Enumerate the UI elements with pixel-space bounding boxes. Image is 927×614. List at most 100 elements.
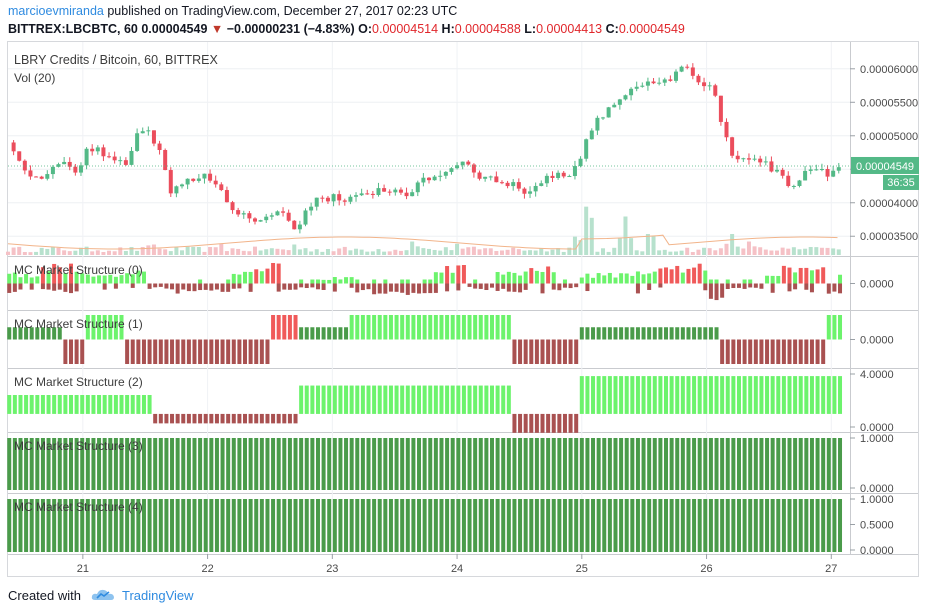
indicator-bar (821, 438, 826, 490)
symbol-label: BITTREX:LBCBTC, 60 (8, 22, 138, 36)
indicator-bar (360, 315, 365, 340)
candle (365, 193, 370, 195)
indicator-bar (714, 283, 719, 301)
volume-bar (247, 251, 252, 255)
indicator-bar (377, 438, 382, 490)
volume-bar (808, 246, 813, 255)
volume-bar (331, 251, 336, 255)
indicator-bar (697, 327, 702, 340)
indicator-bar (664, 327, 669, 340)
volume-bar (443, 247, 448, 255)
volume-bar (84, 246, 89, 255)
volume-bar (6, 251, 10, 255)
indicator-bar (271, 413, 276, 424)
indicator-bar (652, 271, 657, 284)
indicator-bar (619, 499, 624, 552)
indicator-bar (108, 395, 113, 414)
tradingview-cloud-icon (91, 588, 115, 605)
indicator-bar (405, 315, 410, 340)
indicator-bar (703, 270, 708, 284)
volume-bar (775, 250, 780, 255)
candle (84, 148, 89, 166)
indicator-bar (158, 339, 163, 364)
indicator-bar (725, 283, 730, 290)
candle (724, 121, 729, 138)
volume-bar (230, 248, 235, 255)
low-label: L: (524, 22, 537, 36)
indicator-bar (417, 438, 422, 490)
chart-canvas[interactable]: 0.000060000.000055000.000050000.00004500… (0, 40, 927, 578)
indicator-bar (686, 268, 691, 284)
indicator-bar (568, 339, 573, 364)
indicator-bar (439, 385, 444, 414)
indicator-bar (781, 265, 786, 284)
indicator-bar (607, 499, 612, 552)
candle (460, 161, 465, 166)
indicator-bar (209, 413, 214, 424)
indicator-bar (113, 283, 118, 289)
indicator-bar (461, 499, 466, 552)
author-link[interactable]: marcioevmiranda (8, 4, 104, 18)
indicator-bar (680, 272, 685, 284)
indicator-bar (203, 283, 208, 290)
indicator-bar (484, 283, 489, 291)
indicator-bar (321, 279, 326, 284)
indicator-bar (506, 283, 511, 292)
indicator-bar (596, 499, 601, 552)
volume-bar (258, 250, 263, 255)
indicator-bar (400, 315, 405, 340)
volume-bar (713, 250, 718, 255)
indicator-bar (484, 438, 489, 490)
indicator-bar (388, 499, 393, 552)
indicator-bar (170, 283, 175, 290)
indicator-bar (136, 395, 141, 414)
indicator-bar (68, 283, 73, 294)
indicator-bar (826, 283, 831, 294)
indicator-bar (203, 413, 208, 424)
indicator-bar (731, 376, 736, 414)
indicator-bar (546, 438, 551, 490)
volume-bar (157, 248, 162, 255)
indicator-bar (759, 438, 764, 490)
indicator-bar (153, 438, 158, 490)
volume-bar (191, 246, 196, 255)
indicator-bar (147, 499, 152, 552)
indicator-bar (125, 438, 130, 490)
indicator-bar (461, 438, 466, 490)
indicator-bar (781, 376, 786, 414)
indicator-bar (748, 438, 753, 490)
candle (550, 175, 555, 178)
indicator-bar (243, 271, 248, 284)
indicator-bar (450, 385, 455, 414)
candle (180, 184, 185, 187)
volume-bar (662, 249, 667, 255)
indicator-bar (113, 315, 118, 340)
candle (118, 160, 123, 162)
indicator-bar (24, 499, 29, 552)
indicator-bar (209, 438, 214, 490)
indicator-bar (12, 395, 17, 414)
indicator-bar (422, 315, 427, 340)
indicator-bar (181, 413, 186, 424)
indicator-bar (85, 274, 90, 284)
candle (213, 180, 218, 185)
candle (825, 169, 830, 177)
candle (640, 85, 645, 87)
indicator-bar (546, 339, 551, 364)
candle (17, 151, 22, 161)
indicator-bar (186, 413, 191, 424)
indicator-bar (237, 274, 242, 284)
indicator-bar (635, 376, 640, 414)
indicator-bar (248, 499, 253, 552)
indicator-bar (68, 395, 73, 414)
indicator-bar (125, 339, 130, 364)
indicator-bar (753, 376, 758, 414)
tradingview-link[interactable]: TradingView (122, 588, 194, 603)
candle (662, 79, 667, 83)
candle (578, 158, 583, 167)
indicator-bar (456, 499, 461, 552)
indicator-bar (697, 499, 702, 552)
indicator-bar (501, 499, 506, 552)
indicator-bar (153, 499, 158, 552)
candle (651, 81, 656, 84)
